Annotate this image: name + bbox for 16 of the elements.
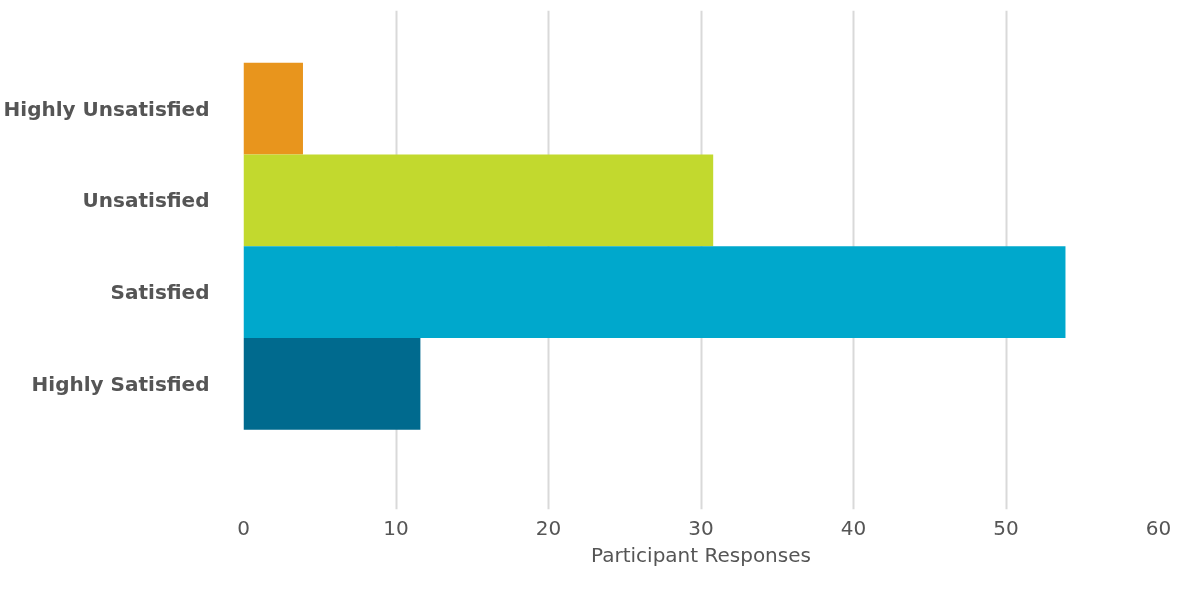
y-tick-label: Highly Satisfied (31, 371, 210, 396)
x-tick-label: 10 (383, 515, 409, 540)
y-tick-label: Unsatisfied (82, 188, 210, 213)
bar (243, 154, 714, 247)
x-tick-label: 40 (840, 515, 867, 540)
x-tick-label: 50 (993, 515, 1019, 540)
x-tick-label: 20 (535, 515, 562, 540)
y-tick-label: Highly Unsatisfied (3, 96, 210, 121)
x-axis-title: Participant Responses (591, 542, 811, 567)
x-tick-label: 30 (688, 515, 714, 540)
x-tick-label: 0 (237, 515, 250, 540)
bar (243, 62, 303, 155)
bar (243, 337, 421, 430)
x-tick-label: 60 (1145, 515, 1172, 540)
y-tick-label: Satisfied (110, 280, 210, 305)
bar (243, 246, 1066, 338)
